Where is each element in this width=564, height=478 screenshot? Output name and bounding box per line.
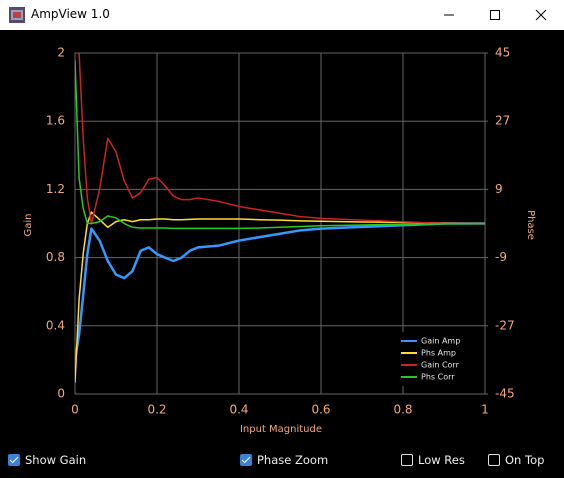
controls: Show Gain Phase Zoom Low Res On Top	[0, 451, 564, 469]
series-line	[78, 53, 485, 225]
legend: Gain Amp Phs Amp Gain Corr Phs Corr	[397, 332, 477, 386]
checkbox[interactable]: On Top	[488, 451, 544, 469]
close-button[interactable]	[518, 0, 564, 30]
checkbox[interactable]: Low Res	[401, 451, 465, 469]
x-tick-label: 0	[71, 403, 79, 417]
checkbox-label[interactable]: Phase Zoom	[257, 453, 329, 467]
checkbox-label[interactable]: Show Gain	[25, 453, 87, 467]
maximize-button[interactable]	[472, 0, 518, 30]
x-tick-label: 1	[481, 403, 489, 417]
y2-tick-label: 9	[495, 182, 503, 196]
legend-label: Gain Corr	[421, 361, 460, 370]
y2-tick-label: -9	[495, 250, 507, 264]
checkbox[interactable]: Show Gain	[8, 451, 86, 469]
series-line	[75, 211, 485, 383]
checkbox-box[interactable]	[8, 454, 20, 466]
y-tick-label: 0	[57, 387, 65, 401]
checkbox[interactable]: Phase Zoom	[240, 451, 328, 469]
series-line	[75, 222, 485, 361]
y2-tick-label: -45	[495, 387, 515, 401]
x-tick-label: 0.4	[229, 403, 248, 417]
y2-axis-label: Phase	[525, 210, 536, 240]
x-tick-label: 0.6	[311, 403, 330, 417]
x-tick-label: 0.8	[393, 403, 412, 417]
x-axis-label: Input Magnitude	[240, 424, 322, 435]
minimize-button[interactable]	[426, 0, 472, 30]
checkbox-label[interactable]: On Top	[505, 453, 545, 467]
x-tick-label: 0.2	[147, 403, 166, 417]
y-tick-label: 0.4	[46, 318, 65, 332]
legend-label: Phs Corr	[421, 373, 455, 382]
y-tick-label: 0.8	[46, 250, 65, 264]
y2-tick-label: 27	[495, 114, 510, 128]
y2-tick-label: -27	[495, 318, 515, 332]
checkbox-box[interactable]	[488, 454, 500, 466]
checkbox-box[interactable]	[240, 454, 252, 466]
legend-label: Phs Amp	[421, 349, 456, 358]
y-tick-label: 1.6	[46, 114, 65, 128]
legend-label: Gain Amp	[421, 337, 460, 346]
y-tick-label: 1.2	[46, 182, 65, 196]
title-bar: AmpView 1.0	[0, 0, 564, 30]
y-tick-label: 2	[57, 46, 65, 60]
checkbox-box[interactable]	[401, 454, 413, 466]
chart: Input Magnitude Gain Phase 0 0.2 0.4 0.6 0.8…	[23, 46, 536, 436]
window-title: AmpView 1.0	[31, 7, 110, 21]
app-icon	[9, 7, 25, 23]
y2-tick-label: 45	[495, 46, 510, 60]
checkbox-label[interactable]: Low Res	[418, 453, 465, 467]
y-axis-label: Gain	[23, 214, 34, 237]
plot-area	[75, 53, 485, 383]
series-line	[75, 60, 485, 230]
